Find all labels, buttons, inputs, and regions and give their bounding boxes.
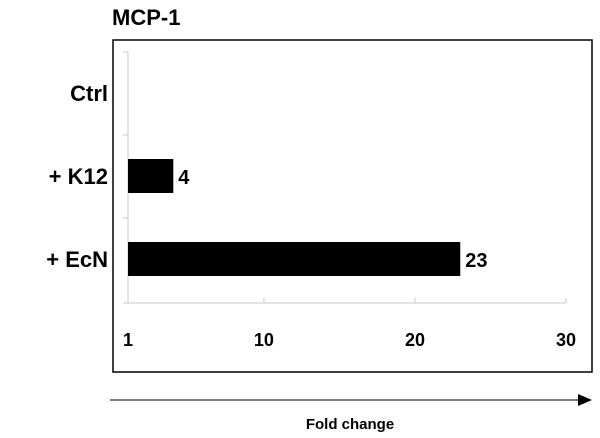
- plot-frame: [112, 39, 593, 373]
- bar: [128, 159, 174, 193]
- x-tick-label: 1: [123, 330, 133, 350]
- x-axis-title: Fold change: [306, 416, 394, 433]
- chart-title: MCP-1: [112, 5, 180, 30]
- x-tick-label: 10: [254, 330, 274, 350]
- value-label: 4: [178, 167, 190, 189]
- category-label: + K12: [49, 164, 108, 189]
- x-tick-label: 20: [405, 330, 425, 350]
- x-tick-label: 30: [556, 330, 576, 350]
- category-label: + EcN: [46, 247, 108, 272]
- category-label: Ctrl: [70, 81, 108, 106]
- fold-change-arrow-head: [578, 394, 592, 406]
- bar: [128, 242, 461, 276]
- value-label: 23: [465, 250, 487, 272]
